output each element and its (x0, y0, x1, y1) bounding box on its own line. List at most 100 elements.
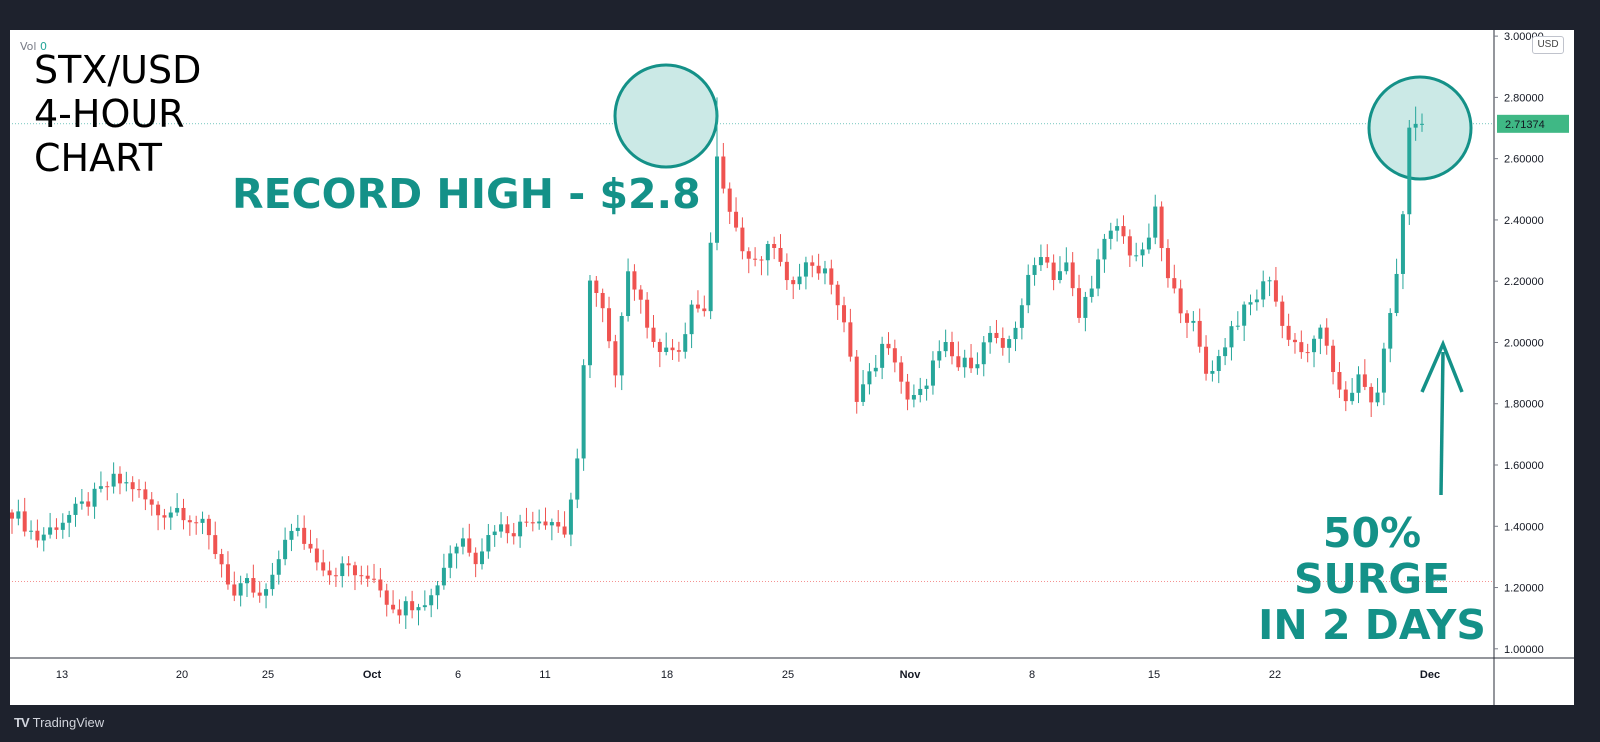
candle-body (1070, 262, 1075, 289)
candle-body (759, 259, 764, 261)
record-high-circle (613, 63, 719, 169)
candle (1420, 113, 1424, 132)
candle (1134, 242, 1139, 262)
candle-body (899, 362, 904, 382)
candle-body (708, 242, 713, 312)
candle (543, 507, 548, 530)
candle-body (1057, 271, 1062, 281)
candle-body (930, 360, 935, 386)
candle-body (568, 499, 573, 535)
candle-body (1235, 325, 1240, 327)
candle-body (1172, 278, 1177, 289)
candle (562, 511, 567, 538)
candle-body (683, 334, 688, 352)
candle (632, 264, 637, 301)
candle (1242, 301, 1247, 342)
candle-body (670, 347, 675, 351)
candlestick-chart[interactable]: 1.00000 1.20000 1.40000 1.60000 1.80000 2.000… (10, 30, 1574, 705)
candle-body (1204, 346, 1209, 374)
time-tick-label: 25 (262, 669, 274, 681)
candle (441, 553, 446, 590)
candle-body (715, 156, 719, 243)
candle-body (873, 367, 878, 372)
candle (384, 583, 389, 617)
candle-body (156, 504, 161, 516)
candle (657, 338, 662, 368)
candle (308, 529, 313, 553)
candle (346, 556, 351, 577)
candle (486, 523, 491, 559)
candle (524, 507, 529, 527)
candle (695, 290, 700, 313)
candle-body (632, 271, 637, 290)
candle-body (746, 251, 751, 259)
candle-body (861, 384, 866, 402)
candle-body (460, 538, 465, 547)
current-price-circle (1367, 75, 1473, 181)
candle (994, 319, 999, 344)
candle-body (1337, 372, 1342, 390)
time-tick-label: 15 (1148, 669, 1160, 681)
candle (143, 481, 148, 511)
candle (1019, 298, 1024, 340)
candle-body (321, 562, 326, 571)
candle-body (880, 343, 885, 368)
brand-name: TradingView (32, 715, 105, 730)
candle-body (48, 527, 53, 535)
candle (1045, 244, 1050, 269)
candle-body (41, 534, 46, 541)
candle-body (1299, 342, 1304, 353)
chart-frame: 1.00000 1.20000 1.40000 1.60000 1.80000 2.000… (10, 30, 1574, 705)
candle-body (626, 271, 631, 317)
candle (530, 511, 535, 532)
candle (98, 471, 103, 493)
candle (670, 339, 675, 360)
candle (911, 384, 916, 408)
candle (988, 325, 993, 354)
candle (861, 370, 866, 407)
candle (537, 509, 542, 530)
candle-body (1153, 206, 1158, 238)
candle-body (1413, 123, 1418, 128)
candle-body (892, 348, 897, 363)
candle-body (105, 486, 110, 488)
candle-body (181, 507, 186, 521)
candle-body (29, 530, 34, 532)
candle (740, 217, 745, 260)
chart-title: STX/USD 4-HOUR CHART (34, 48, 201, 180)
candle (1388, 308, 1393, 363)
candle (1121, 215, 1126, 244)
candle (251, 564, 256, 598)
candle-body (359, 575, 364, 577)
candle (448, 545, 453, 579)
candle (575, 448, 580, 509)
candle (1146, 223, 1151, 254)
candle (829, 259, 834, 295)
candle-body (956, 356, 961, 368)
time-tick-label: Dec (1420, 669, 1440, 681)
candle (454, 543, 459, 569)
candle (1394, 258, 1399, 317)
candle (168, 506, 173, 530)
candle (772, 236, 777, 260)
tradingview-logo[interactable]: TV TradingView (14, 715, 104, 730)
candle (257, 581, 262, 603)
candle (759, 256, 764, 276)
candle (784, 253, 789, 290)
candle-body (1064, 262, 1069, 272)
candle-body (638, 289, 643, 300)
candle-body (492, 531, 497, 536)
candle-body (257, 592, 262, 596)
volume-indicator[interactable]: Vol 0 (20, 40, 47, 53)
title-line-1: STX/USD (34, 48, 202, 92)
candle-body (886, 343, 891, 349)
price-tick-label: 2.00000 (1504, 337, 1544, 349)
candle (950, 331, 954, 365)
candle (327, 561, 332, 585)
currency-button[interactable]: USD (1532, 36, 1564, 54)
candle-body (772, 244, 777, 248)
candle (232, 571, 237, 602)
candle (92, 482, 97, 519)
candle-body (365, 575, 370, 579)
candle (1197, 308, 1202, 353)
